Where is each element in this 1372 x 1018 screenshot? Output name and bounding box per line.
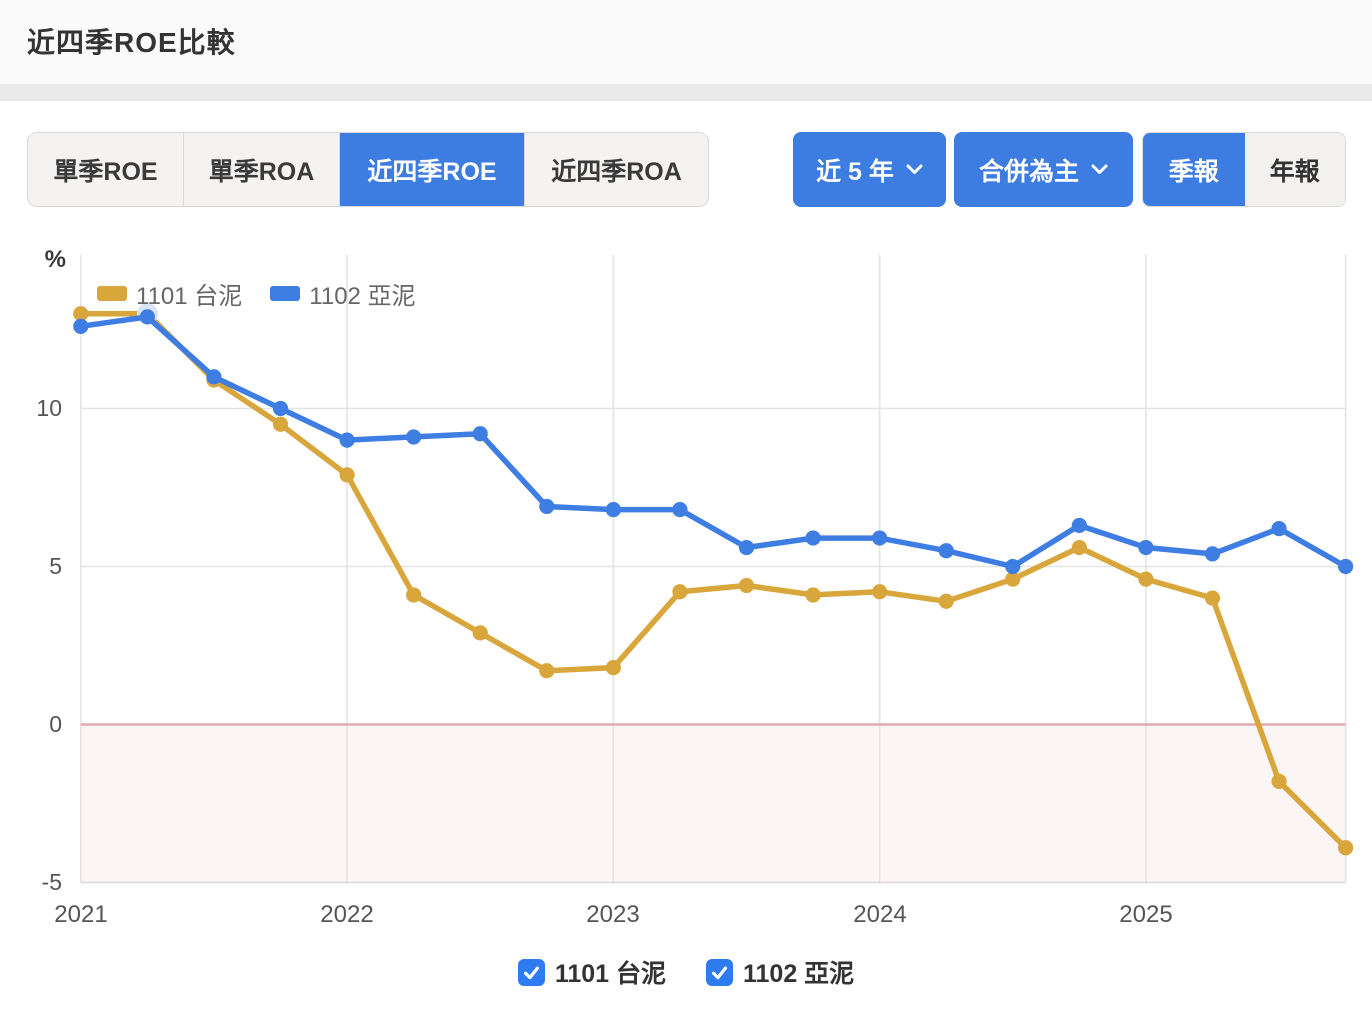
data-point-1102[interactable] bbox=[139, 309, 155, 325]
data-point-1102[interactable] bbox=[1271, 520, 1287, 537]
consolidation-dropdown-button[interactable]: 合併為主 bbox=[954, 132, 1133, 207]
y-axis-tick-label: 10 bbox=[36, 395, 62, 421]
header-divider bbox=[0, 84, 1372, 101]
data-point-1102[interactable] bbox=[1204, 546, 1221, 562]
data-point-1101[interactable] bbox=[73, 306, 89, 322]
range-dropdown-label: 近 5 年 bbox=[816, 157, 894, 186]
checkbox-checked-icon[interactable] bbox=[517, 958, 545, 986]
legend-label: 1102 亞泥 bbox=[309, 283, 416, 310]
data-point-1101[interactable] bbox=[1005, 571, 1021, 587]
data-point-1101[interactable] bbox=[1138, 571, 1154, 587]
legend-swatch-1101 bbox=[97, 286, 127, 301]
data-point-1102[interactable] bbox=[805, 530, 821, 546]
y-axis-unit-label: % bbox=[44, 246, 66, 273]
data-point-1101[interactable] bbox=[472, 625, 488, 641]
period-toggle-quarterly[interactable]: 季報 bbox=[1143, 133, 1245, 206]
data-point-1102[interactable] bbox=[206, 369, 222, 385]
y-axis-tick-label: 5 bbox=[49, 553, 62, 579]
legend-label: 1101 台泥 bbox=[136, 283, 243, 310]
x-axis-tick-label: 2025 bbox=[1119, 901, 1173, 928]
tab-single-quarter-roa[interactable]: 單季ROA bbox=[184, 133, 340, 206]
check-icon bbox=[523, 966, 539, 979]
stock-checkbox-label: 1102 亞泥 bbox=[743, 960, 855, 988]
data-point-1102[interactable] bbox=[539, 498, 555, 515]
y-axis-tick-label: -5 bbox=[41, 869, 62, 895]
tab-trailing-4q-roe[interactable]: 近四季ROE bbox=[340, 133, 525, 206]
data-point-1102[interactable] bbox=[1071, 517, 1087, 534]
data-point-1102[interactable] bbox=[472, 426, 488, 442]
check-icon bbox=[711, 966, 728, 979]
stock-checkbox-1102[interactable]: 1102 亞泥 bbox=[706, 954, 854, 990]
data-point-1101[interactable] bbox=[339, 467, 355, 483]
data-point-1101[interactable] bbox=[672, 584, 688, 600]
data-point-1101[interactable] bbox=[539, 663, 555, 679]
chevron-down-icon bbox=[906, 164, 923, 174]
legend-item-1102[interactable]: 1102 亞泥 bbox=[270, 276, 416, 311]
legend-item-1101[interactable]: 1101 台泥 bbox=[97, 276, 242, 311]
consolidation-dropdown-label: 合併為主 bbox=[978, 157, 1079, 186]
data-point-1102[interactable] bbox=[872, 530, 888, 546]
data-point-1101[interactable] bbox=[805, 587, 821, 603]
x-axis-tick-label: 2022 bbox=[320, 901, 374, 928]
data-point-1101[interactable] bbox=[1271, 773, 1287, 789]
data-point-1101[interactable] bbox=[406, 587, 422, 603]
x-axis-tick-label: 2023 bbox=[586, 901, 640, 928]
range-dropdown-button[interactable]: 近 5 年 bbox=[793, 132, 946, 207]
y-axis-tick-label: 0 bbox=[49, 711, 62, 737]
stock-checkbox-label: 1101 台泥 bbox=[554, 960, 666, 988]
series-line-1102 bbox=[78, 314, 1349, 570]
data-point-1101[interactable] bbox=[272, 416, 289, 432]
data-point-1102[interactable] bbox=[73, 318, 89, 334]
page-header: 近四季ROE比較 bbox=[0, 0, 1372, 84]
stock-checkbox-1101[interactable]: 1101 台泥 bbox=[517, 954, 666, 990]
negative-area-fill bbox=[80, 726, 1346, 883]
data-point-1101[interactable] bbox=[738, 577, 755, 594]
tab-trailing-4q-roa[interactable]: 近四季ROA bbox=[551, 157, 682, 186]
data-point-1102[interactable] bbox=[1005, 558, 1021, 575]
data-point-1102[interactable] bbox=[406, 429, 422, 445]
data-point-1101[interactable] bbox=[605, 660, 621, 676]
checkbox-checked-icon[interactable] bbox=[706, 958, 733, 986]
period-toggle: 季報 年報 bbox=[1142, 132, 1346, 207]
data-point-1101[interactable] bbox=[938, 593, 954, 609]
tab-single-quarter-roe[interactable]: 單季ROE bbox=[28, 133, 184, 206]
data-point-1102[interactable] bbox=[272, 400, 289, 417]
series-line-1101 bbox=[78, 310, 1349, 851]
data-point-1102[interactable] bbox=[605, 502, 621, 518]
period-toggle-yearly[interactable]: 年報 bbox=[1244, 133, 1345, 206]
data-point-1102[interactable] bbox=[1138, 539, 1154, 556]
stock-checkbox-row: 1101 台泥 1102 亞泥 bbox=[0, 954, 1372, 990]
data-point-1102[interactable] bbox=[738, 539, 755, 556]
data-point-1101[interactable] bbox=[1338, 840, 1354, 856]
data-point-1102[interactable] bbox=[938, 543, 954, 559]
legend-swatch-1102 bbox=[270, 286, 301, 301]
data-point-1101[interactable] bbox=[1071, 539, 1087, 556]
x-axis-tick-label: 2024 bbox=[853, 901, 907, 928]
chevron-down-icon bbox=[1091, 164, 1108, 174]
data-point-1102[interactable] bbox=[1338, 558, 1354, 575]
metric-tab-group: 單季ROE 單季ROA 近四季ROE 近四季ROA bbox=[27, 132, 709, 207]
x-axis-tick-label: 2021 bbox=[54, 901, 108, 928]
data-point-1101[interactable] bbox=[1204, 590, 1221, 606]
chart-legend: 1101 台泥 1102 亞泥 bbox=[97, 276, 416, 311]
page-title: 近四季ROE比較 bbox=[27, 27, 236, 58]
data-point-1102[interactable] bbox=[339, 432, 355, 448]
data-point-1101[interactable] bbox=[872, 584, 888, 600]
data-point-1102[interactable] bbox=[672, 502, 688, 518]
